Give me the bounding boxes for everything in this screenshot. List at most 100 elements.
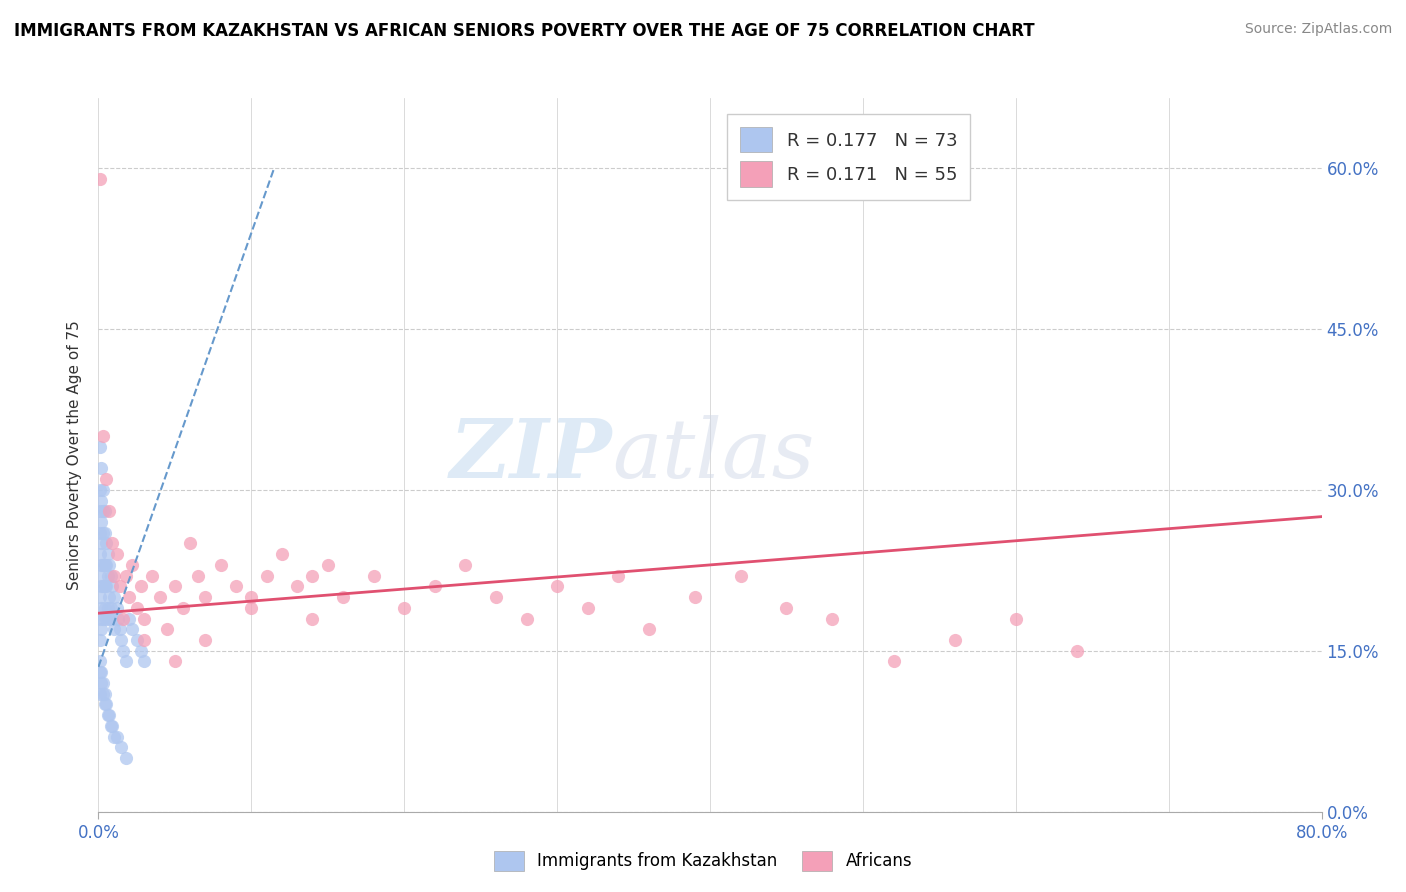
Point xyxy=(392,600,416,615)
Point xyxy=(90,665,112,680)
Point xyxy=(485,590,508,604)
Point xyxy=(91,483,114,497)
Point xyxy=(316,558,339,572)
Y-axis label: Seniors Poverty Over the Age of 75: Seniors Poverty Over the Age of 75 xyxy=(67,320,83,590)
Point xyxy=(179,536,201,550)
Point xyxy=(118,590,141,604)
Point xyxy=(285,579,308,593)
Point xyxy=(97,708,120,723)
Point xyxy=(94,611,117,625)
Point xyxy=(115,568,138,582)
Point xyxy=(103,622,125,636)
Point xyxy=(103,590,125,604)
Point xyxy=(105,730,128,744)
Point xyxy=(89,525,111,540)
Point xyxy=(93,698,115,712)
Point xyxy=(149,590,172,604)
Point xyxy=(89,665,111,680)
Point xyxy=(115,655,138,669)
Point xyxy=(90,558,112,572)
Point xyxy=(90,579,112,593)
Point xyxy=(89,633,111,648)
Point xyxy=(125,600,148,615)
Point xyxy=(256,568,278,582)
Point xyxy=(134,655,156,669)
Point xyxy=(98,558,121,572)
Point xyxy=(93,600,115,615)
Point xyxy=(94,472,117,486)
Point xyxy=(98,708,121,723)
Point xyxy=(103,730,125,744)
Point xyxy=(115,751,138,765)
Point xyxy=(91,687,114,701)
Point xyxy=(101,719,124,733)
Point xyxy=(454,558,477,572)
Point xyxy=(607,568,630,582)
Point xyxy=(100,719,122,733)
Point xyxy=(576,600,599,615)
Point xyxy=(94,536,117,550)
Point xyxy=(100,600,122,615)
Point xyxy=(883,655,905,669)
Point xyxy=(134,633,156,648)
Point xyxy=(90,461,112,475)
Point xyxy=(98,611,121,625)
Legend: Immigrants from Kazakhstan, Africans: Immigrants from Kazakhstan, Africans xyxy=(485,842,921,880)
Point xyxy=(89,483,111,497)
Point xyxy=(94,698,117,712)
Point xyxy=(89,171,111,186)
Point xyxy=(423,579,446,593)
Point xyxy=(89,504,111,518)
Text: ZIP: ZIP xyxy=(450,415,612,495)
Point xyxy=(1066,644,1088,658)
Point xyxy=(90,676,112,690)
Point xyxy=(111,644,134,658)
Point xyxy=(105,600,128,615)
Point xyxy=(209,558,232,572)
Legend: R = 0.177   N = 73, R = 0.171   N = 55: R = 0.177 N = 73, R = 0.171 N = 55 xyxy=(727,114,970,200)
Point xyxy=(775,600,797,615)
Point xyxy=(91,525,114,540)
Point xyxy=(121,558,143,572)
Point xyxy=(101,611,124,625)
Point xyxy=(108,579,131,593)
Point xyxy=(98,590,121,604)
Point xyxy=(156,622,179,636)
Point xyxy=(90,493,112,508)
Point xyxy=(90,515,112,529)
Point xyxy=(93,558,115,572)
Point xyxy=(97,600,120,615)
Point xyxy=(187,568,209,582)
Point xyxy=(100,568,122,582)
Point xyxy=(105,547,128,561)
Point xyxy=(141,568,163,582)
Point xyxy=(301,568,323,582)
Point xyxy=(93,687,115,701)
Point xyxy=(125,633,148,648)
Point xyxy=(110,633,132,648)
Point xyxy=(91,611,114,625)
Point xyxy=(516,611,538,625)
Point xyxy=(103,568,125,582)
Point xyxy=(97,568,120,582)
Point xyxy=(821,611,844,625)
Point xyxy=(90,622,112,636)
Point xyxy=(332,590,354,604)
Point xyxy=(107,611,129,625)
Point xyxy=(94,558,117,572)
Point xyxy=(194,590,217,604)
Point xyxy=(129,579,152,593)
Point xyxy=(683,590,706,604)
Point xyxy=(89,687,111,701)
Point xyxy=(163,579,186,593)
Point xyxy=(94,579,117,593)
Point xyxy=(111,611,134,625)
Point xyxy=(730,568,752,582)
Point xyxy=(89,568,111,582)
Text: Source: ZipAtlas.com: Source: ZipAtlas.com xyxy=(1244,22,1392,37)
Point xyxy=(91,429,114,443)
Point xyxy=(91,558,114,572)
Point xyxy=(163,655,186,669)
Point xyxy=(89,440,111,454)
Point xyxy=(546,579,568,593)
